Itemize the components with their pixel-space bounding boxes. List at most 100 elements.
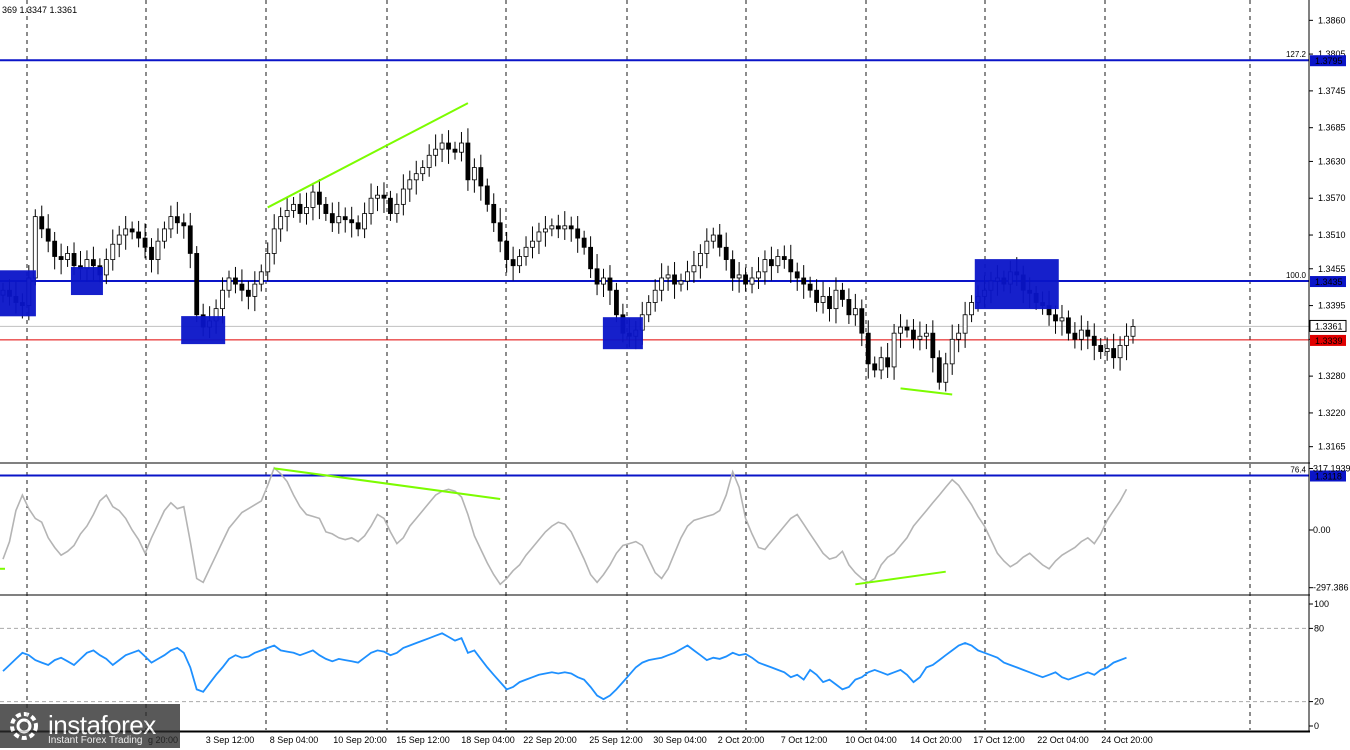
candle-body [129,228,135,233]
x-tick-label: 25 Sep 12:00 [589,735,643,745]
candle-body [710,234,716,242]
candle-body [775,256,781,267]
x-tick-label: 15 Sep 12:00 [396,735,450,745]
x-tick-label: 22 Oct 04:00 [1037,735,1089,745]
candle-body [355,222,361,230]
candle-body [388,197,393,214]
cci-tick-label: 317.1939 [1313,463,1350,473]
candle-body [258,271,264,285]
candle-body [665,274,671,279]
candle-body [575,228,581,239]
current-price-tag [1309,319,1347,332]
cci-panel [0,466,1128,586]
candle-body [187,225,193,254]
candle-body [840,289,845,300]
candle-body [762,259,768,273]
candle-body [45,228,51,242]
y-tick-label: 1.3745 [1318,86,1346,96]
x-tick-label: 10 Oct 04:00 [845,735,897,745]
candle-body [323,203,329,214]
candle-body [646,302,652,316]
candle-body [743,274,748,285]
candle-body [801,277,807,285]
candle-body [1053,314,1058,322]
highlight-box [602,317,643,350]
candle-body [555,225,561,230]
candle-body [155,240,161,260]
candle-body [543,228,548,233]
candle-body [194,253,200,316]
candle-body [769,259,774,267]
candle-body [943,363,949,383]
candle-body [142,237,148,248]
candle-body [885,357,891,368]
candle-body [381,194,387,199]
candle-body [872,363,878,371]
candle-body [891,332,897,368]
y-tick-label: 1.3165 [1318,442,1346,452]
candle-body [523,246,529,257]
y-tick-label: 1.3860 [1318,15,1346,25]
candle-body [420,167,426,175]
candle-body [1066,317,1071,334]
rsi-tick-label: 0 [1314,721,1319,731]
candle-body [1091,335,1097,346]
candle-body [271,228,277,254]
candle-body [517,256,522,267]
candle-body [568,225,574,230]
candle-body [685,271,690,282]
y-tick-label: 1.3630 [1318,156,1346,166]
candle-body [1104,348,1110,352]
candle-body [265,253,271,273]
candle-body [601,277,606,285]
candle-body [1085,329,1091,337]
candle-body [614,289,619,316]
candle-body [717,234,723,248]
candle-body [329,213,335,224]
candle-body [659,277,665,291]
divergence-line [267,102,469,209]
candle-body [736,274,742,279]
candle-body [794,271,800,279]
y-tick-label: 1.3570 [1318,193,1346,203]
candle-body [917,335,923,340]
highlight-box [0,270,36,317]
red-price-tag [1310,334,1346,346]
y-tick-label: 1.3280 [1318,371,1346,381]
candle-body [878,357,884,371]
candle-body [588,246,593,270]
candle-body [723,246,729,260]
price-tag-label: 1.3435 [1315,277,1343,287]
candle-body [936,357,942,383]
candle-body [278,216,284,230]
grid-lines [26,0,1251,730]
candle-body [607,277,613,291]
x-tick-label: 8 Sep 04:00 [270,735,319,745]
candle-body [478,167,484,187]
x-tick-label: 14 Oct 20:00 [910,735,962,745]
candle-body [1072,332,1078,340]
price-tag [1310,55,1346,67]
candle-body [852,308,858,316]
candle-body [1111,348,1117,359]
y-tick-label: 1.3220 [1318,408,1346,418]
candle-body [956,332,962,340]
y-tick-label: 1.3510 [1318,230,1346,240]
x-tick-label: 10 Sep 20:00 [333,735,387,745]
candle-body [239,283,245,291]
candle-body [510,259,516,267]
candle-body [459,142,464,153]
candle-body [471,167,477,181]
candle-body [833,289,839,310]
divergence-line [900,387,953,396]
candle-body [497,222,503,242]
x-tick-label: 18 Sep 04:00 [461,735,515,745]
candle-body [174,216,180,224]
candle-body [116,234,122,245]
cci-tick-label: -297.386 [1313,583,1349,593]
candle-body [52,240,58,257]
y-tick-label: 1.3395 [1318,301,1346,311]
candle-body [1130,326,1136,337]
candle-body [581,237,587,248]
